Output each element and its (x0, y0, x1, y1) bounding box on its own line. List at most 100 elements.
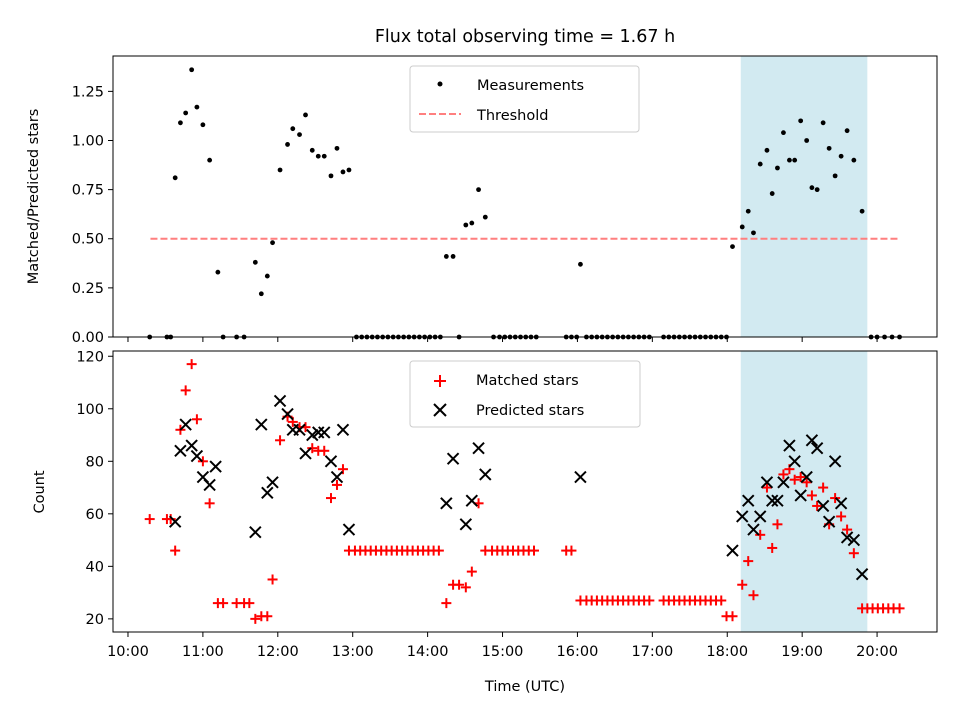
bottom-axes-frame (112, 350, 938, 633)
measurement-point (820, 120, 826, 126)
bottom-x-ticks: 10:00 11:00 12:00 13:00 14:00 15:00 16:00 17:00… (107, 632, 898, 660)
measurement-point (215, 269, 221, 275)
measurement-point (340, 169, 346, 175)
legend-measurements-marker (437, 81, 443, 87)
matched-star-point (262, 611, 273, 622)
matched-star-point (795, 472, 806, 483)
matched-star-point (894, 603, 905, 614)
matched-star-point (331, 479, 342, 490)
measurement-point (751, 230, 756, 236)
measurement-point (346, 167, 352, 173)
predicted-star-point (834, 497, 848, 510)
predicted-star-point (742, 494, 755, 507)
predicted-star-point (249, 525, 262, 539)
matched-star-point (307, 443, 318, 454)
predicted-star-point (479, 468, 492, 481)
measurement-point (851, 157, 857, 163)
measurement-point (476, 187, 481, 193)
measurement-point (309, 147, 315, 153)
predicted-star-point (179, 418, 192, 431)
predicted-star-point (726, 544, 739, 557)
measurement-point (443, 254, 449, 259)
measurement-point (757, 161, 763, 167)
predicted-star-point (800, 470, 813, 484)
measurement-point (178, 120, 183, 126)
y-tick-label: 1.25 (72, 84, 104, 100)
measurement-point (194, 104, 200, 110)
predicted-star-point (747, 523, 760, 536)
predicted-star-point (209, 460, 222, 473)
matched-star-point (275, 435, 286, 446)
predicted-star-point (168, 515, 182, 528)
x-tick-label: 10:00 (107, 644, 149, 660)
x-tick-label: 12:00 (257, 644, 299, 660)
matched-star-point (165, 514, 176, 525)
predicted-star-point (190, 449, 204, 463)
predicted-star-point (281, 407, 294, 421)
measurement-point (264, 273, 270, 279)
x-tick-label: 16:00 (557, 644, 599, 660)
predicted-star-point (174, 444, 187, 458)
y-tick-label: 0.00 (72, 330, 104, 346)
predicted-star-point (185, 439, 198, 452)
top-y-axis-label: Matched/Predicted stars (26, 109, 42, 285)
legend-predicted-marker (433, 403, 447, 417)
predicted-star-point (465, 494, 479, 507)
matched-star-point (761, 482, 772, 493)
measurement-point (258, 291, 264, 297)
top-legend: Measurements Threshold (409, 65, 640, 133)
legend-measurements-label: Measurements (477, 78, 584, 94)
measurement-point (739, 224, 745, 230)
measurement-point (321, 153, 327, 159)
x-tick-label: 11:00 (182, 644, 224, 660)
predicted-star-point (783, 439, 796, 452)
matched-star-point (170, 545, 181, 556)
predicted-star-point (299, 447, 312, 460)
measurement-point (809, 185, 815, 191)
matched-star-point (337, 464, 348, 475)
matched-star-point (789, 474, 800, 485)
predicted-star-point (459, 518, 473, 531)
matched-star-point (806, 490, 817, 501)
predicted-star-point (855, 568, 869, 581)
measurement-point (285, 142, 290, 147)
matched-star-point (716, 595, 727, 606)
measurement-point (792, 157, 798, 163)
measurement-point (804, 138, 810, 143)
predicted-star-point (446, 452, 460, 465)
measurement-point (730, 244, 735, 250)
matched-star-point (767, 542, 778, 553)
legend-threshold-label: Threshold (476, 108, 548, 124)
y-tick-label: 60 (86, 507, 104, 523)
measurement-point (787, 157, 792, 163)
matched-star-point (772, 519, 783, 530)
matched-star-point (244, 598, 255, 609)
bottom-legend-box (409, 360, 641, 428)
predicted-star-point (736, 510, 749, 523)
measurement-point (183, 110, 189, 116)
predicted-star-point (816, 499, 830, 513)
measurement-point (775, 165, 780, 171)
matched-star-point (830, 493, 841, 504)
predicted-star-point (203, 478, 216, 492)
matched-star-point (218, 598, 229, 609)
predicted-star-point (440, 497, 453, 510)
matched-star-point (433, 545, 444, 556)
y-tick-label: 0.75 (72, 183, 104, 199)
matched-star-point (466, 566, 477, 577)
measurement-point (290, 126, 296, 132)
predicted-star-point (273, 394, 287, 408)
matched-star-point (755, 529, 766, 540)
bottom-y-axis-label: Count (32, 470, 48, 513)
matched-star-point (644, 595, 655, 606)
bottom-y-ticks: 20 40 60 80 100 120 (76, 349, 113, 628)
predicted-star-point (828, 455, 842, 468)
top-highlight-span (740, 56, 868, 337)
x-tick-label: 15:00 (482, 644, 524, 660)
predicted-star-point (847, 533, 861, 547)
y-tick-label: 80 (86, 454, 104, 470)
x-tick-label: 19:00 (781, 644, 823, 660)
matched-star-point (325, 493, 336, 504)
